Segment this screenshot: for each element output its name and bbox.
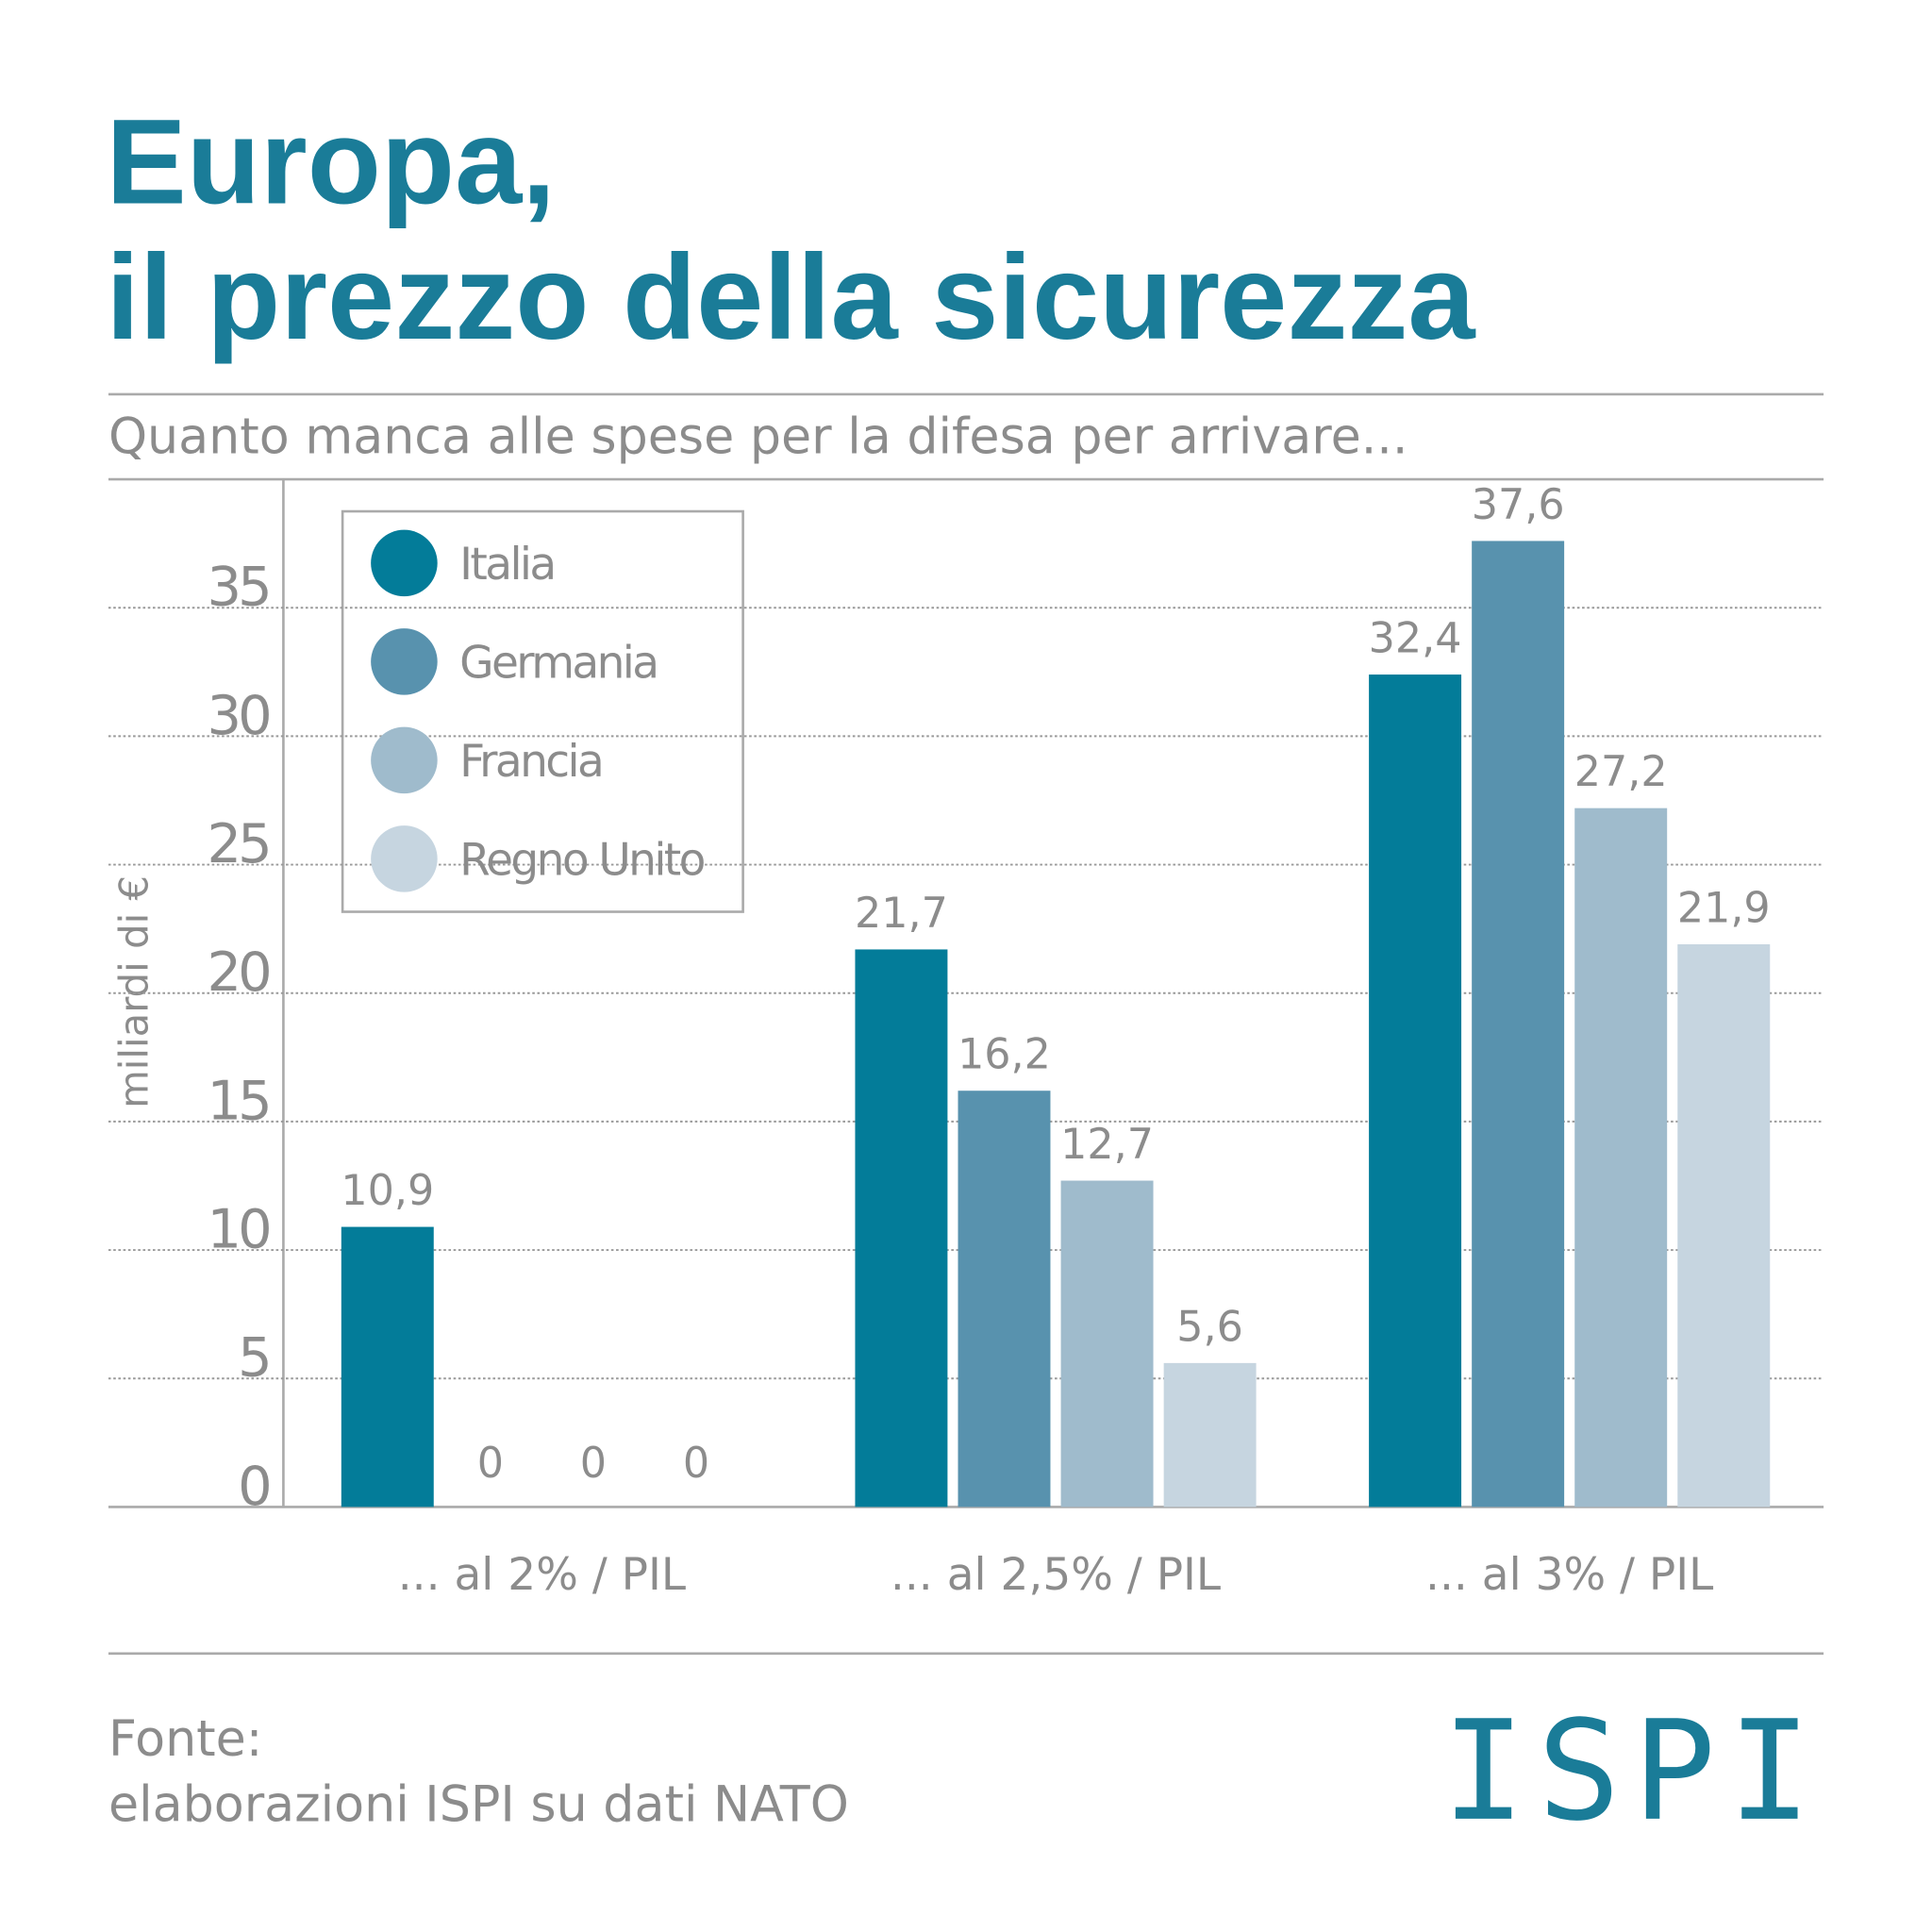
value-label: 0 bbox=[477, 1440, 504, 1488]
legend-label: Francia bbox=[459, 736, 602, 788]
value-label: 27,2 bbox=[1574, 748, 1668, 796]
value-label: 12,7 bbox=[1060, 1121, 1154, 1169]
legend-swatch bbox=[371, 529, 438, 597]
legend-swatch bbox=[371, 825, 438, 892]
bar bbox=[1677, 943, 1771, 1507]
chart-title: Europa, bbox=[106, 95, 556, 230]
legend-label: Regno Unito bbox=[459, 834, 704, 886]
value-label: 32,4 bbox=[1369, 615, 1462, 663]
y-tick-label: 30 bbox=[207, 684, 269, 747]
bar bbox=[341, 1226, 434, 1507]
x-tick-label: ... al 2% / PIL bbox=[398, 1549, 686, 1601]
legend-swatch bbox=[371, 726, 438, 794]
value-label: 21,9 bbox=[1677, 884, 1771, 932]
y-tick-label: 15 bbox=[207, 1069, 268, 1132]
value-label: 0 bbox=[580, 1440, 607, 1488]
legend-label: Italia bbox=[459, 539, 554, 591]
value-label: 37,6 bbox=[1472, 481, 1565, 529]
logo: ISPI bbox=[1442, 1691, 1824, 1852]
y-axis-label: miliardi di € bbox=[111, 875, 158, 1108]
y-tick-label: 25 bbox=[207, 812, 268, 875]
legend-swatch bbox=[371, 628, 438, 695]
y-tick-label: 20 bbox=[207, 941, 269, 1004]
y-tick-label: 10 bbox=[207, 1197, 269, 1260]
bar bbox=[1060, 1180, 1154, 1507]
value-label: 16,2 bbox=[958, 1031, 1051, 1079]
bar bbox=[1163, 1362, 1257, 1507]
bar bbox=[855, 949, 948, 1507]
y-tick-label: 35 bbox=[207, 556, 268, 619]
x-tick-label: ... al 2,5% / PIL bbox=[891, 1549, 1221, 1601]
subtitle: Quanto manca alle spese per la difesa pe… bbox=[108, 409, 1408, 466]
chart-title: il prezzo della sicurezza bbox=[106, 230, 1475, 365]
value-label: 10,9 bbox=[341, 1167, 434, 1215]
y-tick-label: 0 bbox=[238, 1455, 269, 1518]
source: Fonte: bbox=[108, 1711, 262, 1768]
source: elaborazioni ISPI su dati NATO bbox=[108, 1776, 849, 1833]
value-label: 0 bbox=[683, 1440, 709, 1488]
legend-label: Germania bbox=[459, 637, 657, 689]
bar bbox=[1574, 808, 1668, 1507]
bar bbox=[958, 1091, 1051, 1507]
bar bbox=[1472, 541, 1565, 1507]
value-label: 5,6 bbox=[1176, 1303, 1243, 1351]
value-label: 21,7 bbox=[855, 890, 948, 938]
bar bbox=[1369, 675, 1462, 1507]
x-tick-label: ... al 3% / PIL bbox=[1425, 1549, 1713, 1601]
y-tick-label: 5 bbox=[238, 1326, 269, 1390]
